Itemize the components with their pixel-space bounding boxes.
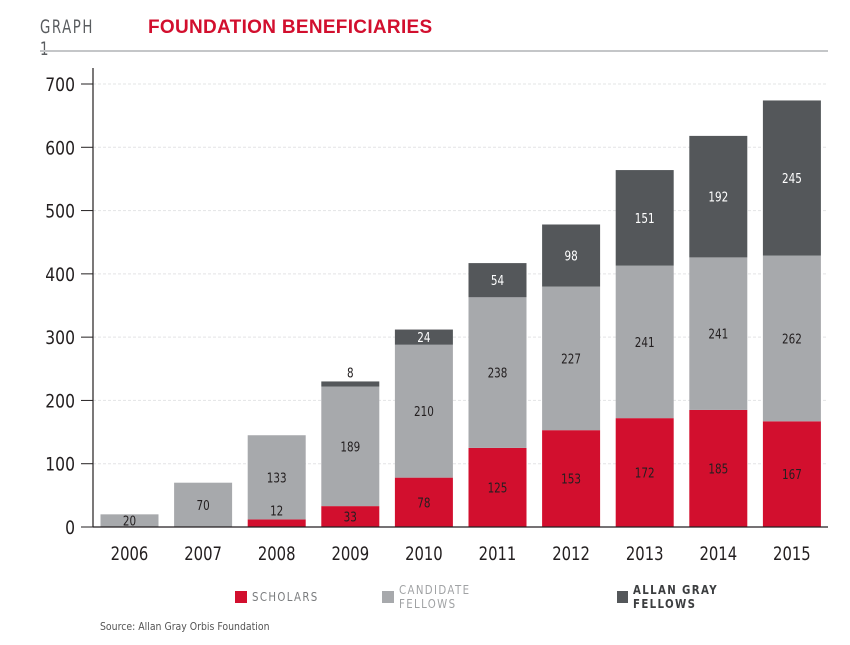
y-tick-label: 400 [45, 264, 75, 286]
bar-segment-candidate-fellows [468, 297, 527, 448]
y-axis-ticks: 0 100 200 300 400 500 600 700 [45, 75, 93, 540]
bar-segment-candidate-fellows [689, 257, 748, 410]
bar-segment-allan-gray-fellows [689, 135, 748, 258]
chart-title: FOUNDATION BENEFICIARIES [148, 17, 433, 38]
bar-value-label: 70 [196, 498, 209, 513]
bar-value-label: 24 [417, 330, 430, 345]
bar-segment-candidate-fellows [542, 286, 601, 431]
y-tick-label: 100 [45, 454, 75, 476]
bar-value-label: 151 [635, 211, 655, 226]
bar-value-label: 125 [488, 480, 508, 495]
bar-value-label: 20 [123, 514, 136, 529]
y-tick-label: 0 [65, 518, 75, 540]
bar-value-label: 192 [708, 190, 728, 205]
x-tick-label: 2011 [479, 543, 517, 565]
legend-swatch-allan-gray-fellows [616, 591, 629, 603]
bar-segment-candidate-fellows [321, 386, 380, 507]
bar-value-label: 227 [561, 351, 581, 366]
bar-segment-scholars [321, 506, 380, 527]
bar-value-label: 54 [491, 273, 504, 288]
bar-value-label: 241 [708, 327, 728, 342]
y-tick-label: 200 [45, 391, 75, 413]
x-tick-label: 2008 [258, 543, 296, 565]
bar-segment-scholars [542, 430, 601, 527]
bar-segment-candidate-fellows [100, 514, 159, 527]
bar-segment-candidate-fellows [174, 482, 233, 527]
legend-item-scholars: SCHOLARS [235, 590, 330, 604]
bar-segment-scholars [394, 477, 453, 527]
bar-value-label: 238 [488, 365, 508, 380]
bar-segment-candidate-fellows [762, 255, 821, 422]
x-tick-label: 2007 [184, 543, 222, 565]
legend: SCHOLARS CANDIDATE FELLOWS ALLAN GRAY FE… [235, 583, 850, 611]
bars [100, 100, 821, 527]
bar-value-label: 245 [782, 171, 802, 186]
bar-segment-allan-gray-fellows [394, 329, 453, 345]
y-tick-label: 600 [45, 138, 75, 160]
bar-value-label: 78 [417, 495, 430, 510]
bar-segment-scholars [762, 421, 821, 527]
bar-value-label: 185 [708, 461, 728, 476]
bar-value-label: 98 [564, 248, 577, 263]
x-tick-label: 2010 [405, 543, 443, 565]
legend-item-candidate-fellows: CANDIDATE FELLOWS [382, 583, 554, 611]
bar-value-label: 133 [267, 470, 287, 485]
x-tick-label: 2006 [111, 543, 149, 565]
bar-segment-scholars [689, 409, 748, 527]
legend-label-candidate-fellows: CANDIDATE FELLOWS [399, 583, 471, 611]
source-note: Source: Allan Gray Orbis Foundation [100, 620, 270, 633]
bar-value-label: 241 [635, 335, 655, 350]
bar-segment-allan-gray-fellows [542, 224, 601, 287]
bar-value-label: 189 [340, 439, 360, 454]
bar-segment-candidate-fellows [247, 435, 306, 520]
x-tick-label: 2014 [699, 543, 737, 565]
bar-value-label: 172 [635, 465, 655, 480]
bar-segment-allan-gray-fellows [615, 170, 674, 266]
bar-segment-allan-gray-fellows [468, 263, 527, 298]
y-tick-label: 300 [45, 328, 75, 350]
bar-value-label: 12 [270, 503, 283, 518]
legend-label-scholars: SCHOLARS [252, 590, 319, 604]
bar-segment-scholars [468, 447, 527, 527]
chart-header: GRAPH 1 FOUNDATION BENEFICIARIES [40, 16, 432, 60]
bar-segment-candidate-fellows [615, 265, 674, 419]
x-tick-label: 2009 [331, 543, 369, 565]
graph-number: GRAPH 1 [40, 16, 94, 60]
legend-swatch-scholars [235, 591, 247, 603]
bar-value-label: 8 [347, 365, 354, 380]
y-tick-label: 700 [45, 75, 75, 97]
legend-label-allan-gray-fellows: ALLAN GRAY FELLOWS [633, 583, 719, 611]
x-tick-label: 2015 [773, 543, 811, 565]
x-tick-label: 2013 [626, 543, 664, 565]
bar-segment-scholars [247, 519, 306, 527]
bar-labels: 20 70 12 133 33 189 8 78 210 24 125 238 54 153 227 98 17… [123, 171, 802, 529]
bar-value-label: 33 [344, 509, 357, 524]
header-divider [40, 50, 828, 52]
x-axis-ticks: 2006 2007 2008 2009 2010 2011 2012 2013 2014 2015 [111, 543, 811, 565]
bar-segment-scholars [615, 418, 674, 527]
axes [92, 68, 828, 528]
bar-value-label: 262 [782, 331, 802, 346]
bar-segment-allan-gray-fellows [762, 100, 821, 256]
legend-item-allan-gray-fellows: ALLAN GRAY FELLOWS [616, 583, 812, 611]
x-tick-label: 2012 [552, 543, 590, 565]
legend-swatch-candidate-fellows [382, 591, 395, 603]
bar-value-label: 153 [561, 471, 581, 486]
bar-value-label: 210 [414, 404, 434, 419]
bar-segment-allan-gray-fellows [321, 381, 380, 387]
bar-value-label: 167 [782, 467, 802, 482]
y-tick-label: 500 [45, 201, 75, 223]
bar-segment-candidate-fellows [394, 344, 453, 478]
